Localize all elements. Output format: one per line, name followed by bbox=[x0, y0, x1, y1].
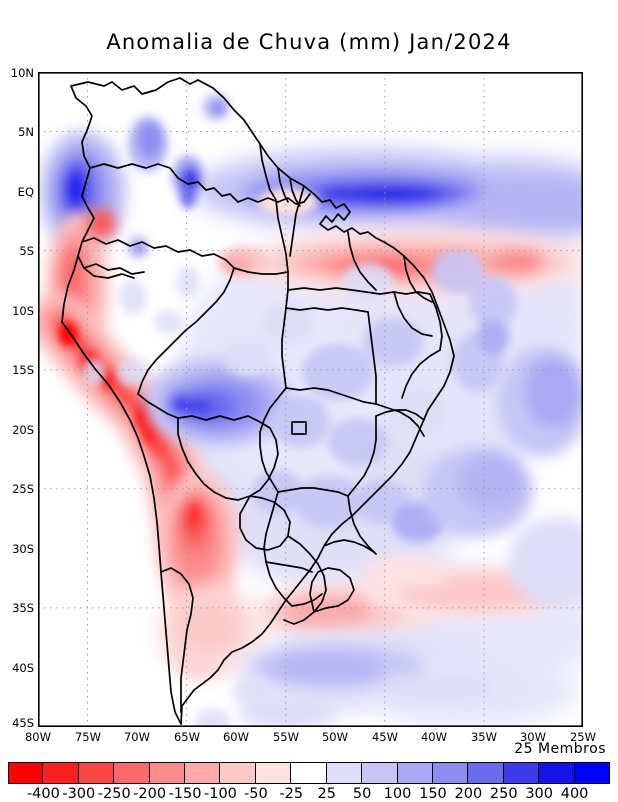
x-tick-label: 55W bbox=[272, 730, 299, 744]
y-tick-label: 20S bbox=[12, 423, 34, 437]
y-tick-label: 10S bbox=[12, 304, 34, 318]
colorbar-cell bbox=[185, 762, 221, 784]
colorbar-tick-label: 50 bbox=[352, 786, 372, 802]
colorbar-cell bbox=[539, 762, 575, 784]
colorbar-cell bbox=[326, 762, 363, 784]
page-title: Anomalia de Chuva (mm) Jan/2024 bbox=[106, 30, 512, 54]
colorbar-tick-label: -100 bbox=[204, 786, 237, 802]
colorbar-cell bbox=[574, 762, 610, 784]
x-tick-label: 60W bbox=[222, 730, 249, 744]
y-tick-label: 15S bbox=[12, 363, 34, 377]
x-tick-label: 75W bbox=[74, 730, 101, 744]
colorbar-tick-label: 200 bbox=[454, 786, 483, 802]
colorbar-cell bbox=[503, 762, 540, 784]
plot-frame bbox=[38, 72, 583, 727]
colorbar-cell bbox=[8, 762, 44, 784]
colorbar bbox=[8, 762, 610, 784]
y-tick-label: 25S bbox=[12, 482, 34, 496]
colorbar-cell bbox=[397, 762, 433, 784]
colorbar-tick-label: -25 bbox=[279, 786, 304, 802]
x-tick-label: 25W bbox=[569, 730, 596, 744]
y-tick-label: 35S bbox=[12, 601, 34, 615]
colorbar-tick-label: 25 bbox=[317, 786, 336, 802]
colorbar-cell bbox=[114, 762, 150, 784]
x-tick-label: 35W bbox=[470, 730, 497, 744]
x-tick-label: 30W bbox=[519, 730, 546, 744]
x-tick-label: 80W bbox=[24, 730, 51, 744]
colorbar-tick-label: -300 bbox=[62, 786, 96, 802]
colorbar-cell bbox=[78, 762, 115, 784]
map-plot-area bbox=[38, 72, 583, 727]
anomaly-field bbox=[38, 93, 583, 727]
colorbar-cell bbox=[432, 762, 469, 784]
colorbar-cell bbox=[43, 762, 79, 784]
colorbar-tick-label: 250 bbox=[489, 786, 518, 802]
colorbar-tick-label: 400 bbox=[560, 786, 589, 802]
map-gridlines bbox=[38, 72, 583, 727]
colorbar-cell bbox=[362, 762, 398, 784]
x-tick-label: 65W bbox=[173, 730, 200, 744]
x-tick-label: 45W bbox=[371, 730, 398, 744]
colorbar-tick-label: -150 bbox=[168, 786, 202, 802]
colorbar-cell bbox=[220, 762, 256, 784]
map-borders bbox=[61, 77, 455, 725]
colorbar-tick-label: 150 bbox=[419, 786, 447, 802]
colorbar-tick-label: -50 bbox=[244, 786, 268, 802]
colorbar-tick-label: 100 bbox=[383, 786, 412, 802]
colorbar-cell bbox=[291, 762, 327, 784]
y-tick-label: 5S bbox=[19, 244, 34, 258]
x-tick-label: 50W bbox=[321, 730, 348, 744]
colorbar-tick-label: 300 bbox=[525, 786, 554, 802]
colorbar-tick-label: -250 bbox=[97, 786, 131, 802]
y-tick-label: 5N bbox=[18, 125, 34, 139]
y-tick-label: 10N bbox=[10, 66, 34, 80]
colorbar-tick-label: -400 bbox=[26, 786, 60, 802]
y-tick-label: 30S bbox=[12, 542, 34, 556]
x-tick-label: 70W bbox=[123, 730, 150, 744]
colorbar-cell bbox=[149, 762, 186, 784]
colorbar-cell bbox=[468, 762, 504, 784]
colorbar-cell bbox=[255, 762, 292, 784]
anomaly-map-svg bbox=[38, 72, 583, 727]
ensemble-members-label: 25 Membros bbox=[514, 741, 606, 757]
y-tick-label: EQ bbox=[17, 185, 34, 199]
y-tick-label: 45S bbox=[12, 716, 34, 730]
x-tick-label: 40W bbox=[420, 730, 447, 744]
y-tick-label: 40S bbox=[12, 661, 34, 675]
colorbar-tick-label: -200 bbox=[133, 786, 167, 802]
